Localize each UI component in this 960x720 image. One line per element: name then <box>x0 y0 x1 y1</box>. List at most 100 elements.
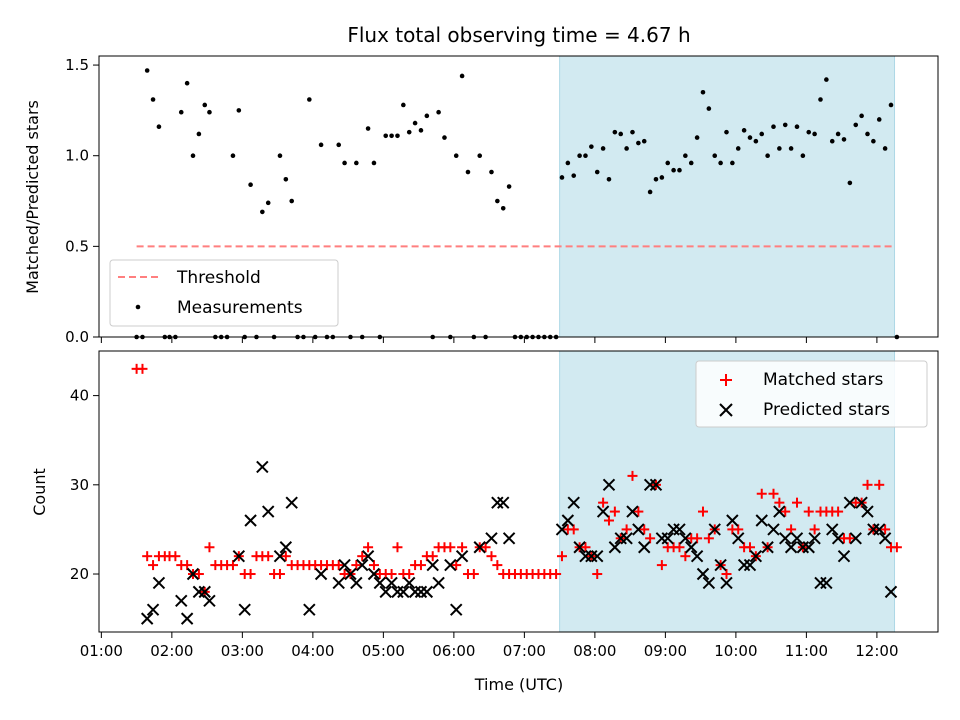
matched-stars-point <box>556 551 567 562</box>
predicted-stars-point <box>175 594 188 607</box>
measurement-point <box>459 73 465 79</box>
bottom-y-axis-label: Count <box>30 468 49 516</box>
measurement-point <box>865 131 870 137</box>
measurement-point <box>688 160 694 166</box>
matched-stars-point <box>486 551 497 562</box>
matched-stars-point <box>386 569 397 580</box>
top-legend-box <box>109 259 339 327</box>
predicted-stars-point <box>655 532 669 545</box>
measurement-point <box>747 135 753 140</box>
matched-stars-point <box>333 560 344 571</box>
measurement-point <box>794 124 800 130</box>
predicted-stars-point <box>356 558 369 572</box>
measurement-point <box>395 133 400 139</box>
top-axes-frame <box>98 55 939 338</box>
matched-stars-point <box>703 533 714 544</box>
predicted-stars-point <box>743 558 757 572</box>
measurement-point <box>500 205 506 211</box>
predicted-stars-point <box>561 514 575 527</box>
predicted-stars-point <box>837 549 851 563</box>
matched-stars-point <box>656 560 667 571</box>
matched-stars-point <box>263 551 274 562</box>
predicted-stars-point <box>403 576 416 590</box>
predicted-stars-point <box>232 549 246 563</box>
predicted-stars-point <box>878 532 892 545</box>
measurement-point <box>565 160 571 166</box>
matched-stars-point <box>697 506 708 517</box>
measurement-point <box>442 135 447 140</box>
matched-stars-point <box>803 506 814 517</box>
matched-stars-point <box>245 569 256 580</box>
matched-stars-point <box>621 524 632 535</box>
measurement-point <box>283 176 289 182</box>
x-axis-label: Time (UTC) <box>474 675 563 694</box>
measurement-point <box>641 138 647 144</box>
x-tick-label: 02:00 <box>150 642 193 660</box>
measurement-point <box>277 153 283 159</box>
matched-stars-point <box>480 542 491 553</box>
predicted-stars-point <box>685 541 698 554</box>
matched-stars-point <box>674 542 685 553</box>
legend-measurements-swatch <box>135 304 141 310</box>
predicted-stars-point <box>285 496 298 509</box>
matched-stars-point <box>809 524 820 535</box>
measurement-point <box>800 153 806 159</box>
measurement-point <box>559 175 565 180</box>
matched-stars-point <box>862 479 873 490</box>
predicted-stars-point <box>773 505 786 518</box>
matched-stars-point <box>351 560 362 571</box>
predicted-stars-point <box>632 523 645 536</box>
x-tick-label: 03:00 <box>221 642 264 660</box>
measurement-point <box>606 176 612 182</box>
predicted-stars-point <box>502 532 516 545</box>
predicted-stars-point <box>273 549 287 563</box>
top-legend: Threshold Measurements <box>109 259 339 327</box>
predicted-stars-point <box>385 576 398 590</box>
measurement-point <box>589 144 594 149</box>
predicted-stars-point <box>643 478 657 492</box>
measurement-point <box>759 131 765 137</box>
measurement-point <box>788 146 794 151</box>
measurement-point <box>265 200 271 206</box>
predicted-stars-point <box>455 549 469 563</box>
predicted-stars-point <box>855 496 868 509</box>
predicted-stars-point <box>585 549 598 563</box>
predicted-stars-point <box>379 585 392 599</box>
measurement-point <box>859 113 864 119</box>
measurement-point <box>741 128 747 133</box>
predicted-stars-point <box>714 558 727 572</box>
matched-stars-point <box>721 569 732 580</box>
predicted-stars-point <box>338 558 351 572</box>
predicted-stars-point <box>796 541 810 554</box>
legend-predicted-label: Predicted stars <box>763 400 890 420</box>
measurement-point <box>289 198 295 204</box>
matched-stars-point <box>274 569 285 580</box>
measurement-point <box>190 153 196 159</box>
matched-stars-point <box>148 560 159 571</box>
measurement-point <box>735 146 741 151</box>
predicted-stars-point <box>873 523 886 536</box>
predicted-stars-point <box>720 576 733 590</box>
measurement-point <box>406 129 412 135</box>
measurement-point <box>876 117 882 122</box>
predicted-stars-point <box>491 496 504 509</box>
matched-stars-point <box>568 524 579 535</box>
predicted-stars-point <box>497 496 510 509</box>
measurement-point <box>401 102 406 108</box>
legend-matched-label: Matched stars <box>763 370 883 390</box>
measurement-point <box>248 182 253 188</box>
predicted-stars-point <box>732 532 745 545</box>
matched-stars-point <box>204 542 215 553</box>
top-y-tick-label: 0.5 <box>65 237 89 255</box>
matched-stars-point <box>680 551 691 562</box>
x-tick-label: 10:00 <box>714 642 757 660</box>
predicted-stars-point <box>779 532 792 545</box>
measurement-point <box>677 167 682 173</box>
predicted-stars-point <box>726 514 739 527</box>
predicted-stars-point <box>673 523 686 536</box>
predicted-stars-point <box>767 523 780 536</box>
predicted-stars-point <box>661 532 674 545</box>
matched-stars-point <box>692 533 703 544</box>
predicted-stars-point <box>256 460 269 474</box>
x-tick-label: 11:00 <box>785 642 828 660</box>
